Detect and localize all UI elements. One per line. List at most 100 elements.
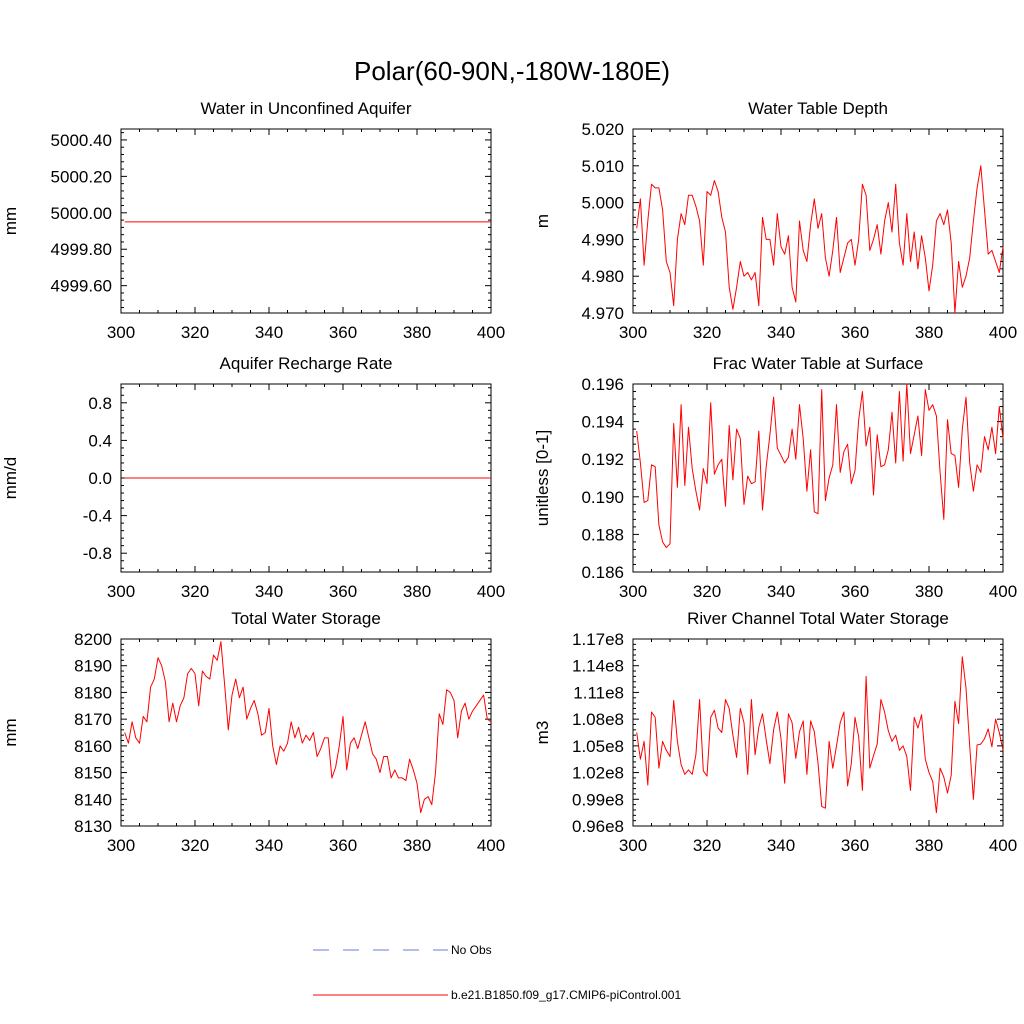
y-tick-label: 8140 xyxy=(74,790,112,809)
panel-total-water-storage: Total Water Storage 300 320 340 360 380 400 813… xyxy=(1,609,505,855)
x-tick-label: 320 xyxy=(181,836,209,855)
series-line xyxy=(636,165,1004,314)
y-tick-label: 1.14e8 xyxy=(572,657,624,676)
plot-frame xyxy=(632,128,1004,314)
y-tick-label: 8190 xyxy=(74,657,112,676)
x-tick-label: 300 xyxy=(619,836,647,855)
y-tick-label: 0.4 xyxy=(88,431,112,450)
x-tick-label: 360 xyxy=(841,323,869,342)
x-tick-label: 300 xyxy=(619,323,647,342)
y-tick-label: 1.08e8 xyxy=(572,710,624,729)
y-axis-label: m3 xyxy=(533,721,552,745)
y-axis-label: unitless [0-1] xyxy=(533,430,552,526)
x-tick-label: 360 xyxy=(329,582,357,601)
x-tick-label: 360 xyxy=(329,836,357,855)
legend-label-pi-control: b.e21.B1850.f09_g17.CMIP6-piControl.001 xyxy=(451,988,681,1002)
y-tick-label: 8200 xyxy=(74,630,112,649)
x-tick-label: 320 xyxy=(181,582,209,601)
y-tick-label: 0.99e8 xyxy=(572,790,624,809)
y-tick-label: 4999.80 xyxy=(51,240,112,259)
panel-title: River Channel Total Water Storage xyxy=(687,609,949,628)
panel-water-in-unconfined-aquifer: Water in Unconfined Aquifer 300 320 340 360 3… xyxy=(1,99,505,342)
y-tick-label: 0.96e8 xyxy=(572,817,624,836)
x-tick-label: 380 xyxy=(915,836,943,855)
series-line xyxy=(636,656,1004,814)
y-tick-label: 0.192 xyxy=(581,450,624,469)
x-tick-label: 320 xyxy=(693,323,721,342)
y-tick-label: 0.190 xyxy=(581,488,624,507)
x-tick-label: 340 xyxy=(255,836,283,855)
series-line xyxy=(124,641,492,814)
y-tick-label: 8170 xyxy=(74,710,112,729)
x-tick-label: 300 xyxy=(107,836,135,855)
plot-frame xyxy=(120,128,492,314)
legend: No Obs b.e21.B1850.f09_g17.CMIP6-piContr… xyxy=(313,943,681,1002)
legend-label-no-obs: No Obs xyxy=(451,943,492,957)
panel-title: Water in Unconfined Aquifer xyxy=(200,99,411,118)
x-tick-label: 320 xyxy=(181,323,209,342)
x-tick-label: 340 xyxy=(767,582,795,601)
x-tick-label: 360 xyxy=(329,323,357,342)
y-axis-label: mm xyxy=(1,207,20,235)
plot-frame xyxy=(632,383,1004,573)
y-tick-label: 5000.40 xyxy=(51,131,112,150)
x-tick-label: 360 xyxy=(841,582,869,601)
y-axis-label: m xyxy=(533,214,552,228)
x-tick-label: 320 xyxy=(693,582,721,601)
y-tick-label: 8150 xyxy=(74,764,112,783)
x-tick-label: 380 xyxy=(915,582,943,601)
figure-title: Polar(60-90N,-180W-180E) xyxy=(354,56,670,86)
panel-water-table-depth: Water Table Depth 300 320 340 360 380 400 4.970… xyxy=(533,99,1017,342)
y-tick-label: 0.194 xyxy=(581,413,624,432)
y-axis-label: mm xyxy=(1,718,20,746)
y-tick-label: 5.000 xyxy=(581,194,624,213)
y-tick-label: 5000.00 xyxy=(51,204,112,223)
x-tick-label: 400 xyxy=(477,323,505,342)
x-tick-label: 300 xyxy=(107,323,135,342)
panel-frac-water-table-at-surface: Frac Water Table at Surface 300 320 340 360 3… xyxy=(533,354,1017,601)
x-tick-label: 400 xyxy=(477,582,505,601)
x-tick-label: 340 xyxy=(767,836,795,855)
y-tick-label: 1.05e8 xyxy=(572,737,624,756)
x-tick-label: 400 xyxy=(989,582,1017,601)
y-tick-label: 4.980 xyxy=(581,267,624,286)
y-tick-label: 0.188 xyxy=(581,525,624,544)
y-tick-label: 0.196 xyxy=(581,375,624,394)
y-axis-label: mm/d xyxy=(1,457,20,500)
x-tick-label: 340 xyxy=(767,323,795,342)
y-tick-label: 1.02e8 xyxy=(572,764,624,783)
plot-frame xyxy=(632,638,1004,827)
series-line xyxy=(636,383,1004,549)
y-tick-label: 0.186 xyxy=(581,563,624,582)
y-tick-label: -0.8 xyxy=(83,544,112,563)
x-tick-label: 380 xyxy=(915,323,943,342)
y-tick-label: 8180 xyxy=(74,683,112,702)
x-tick-label: 340 xyxy=(255,323,283,342)
panel-aquifer-recharge-rate: Aquifer Recharge Rate 300 320 340 360 380 400 -… xyxy=(1,354,505,601)
x-tick-label: 360 xyxy=(841,836,869,855)
panel-title: Total Water Storage xyxy=(231,609,381,628)
y-tick-label: 1.17e8 xyxy=(572,630,624,649)
y-tick-label: 4.990 xyxy=(581,230,624,249)
y-tick-label: 4999.60 xyxy=(51,277,112,296)
panel-title: Frac Water Table at Surface xyxy=(713,354,924,373)
panel-title: Aquifer Recharge Rate xyxy=(220,354,393,373)
y-tick-label: 8160 xyxy=(74,737,112,756)
x-tick-label: 320 xyxy=(693,836,721,855)
panel-river-channel-total-water-storage: River Channel Total Water Storage 300 320 3… xyxy=(533,609,1017,855)
y-tick-label: 5000.20 xyxy=(51,167,112,186)
x-tick-label: 380 xyxy=(403,323,431,342)
panel-title: Water Table Depth xyxy=(748,99,888,118)
x-tick-label: 300 xyxy=(619,582,647,601)
x-tick-label: 340 xyxy=(255,582,283,601)
x-tick-label: 400 xyxy=(477,836,505,855)
y-tick-label: 0.8 xyxy=(88,394,112,413)
y-tick-label: 0.0 xyxy=(88,469,112,488)
x-tick-label: 400 xyxy=(989,836,1017,855)
y-tick-label: 8130 xyxy=(74,817,112,836)
x-tick-label: 380 xyxy=(403,836,431,855)
y-tick-label: 5.020 xyxy=(581,120,624,139)
y-tick-label: 4.970 xyxy=(581,304,624,323)
plot-frame xyxy=(120,638,492,827)
